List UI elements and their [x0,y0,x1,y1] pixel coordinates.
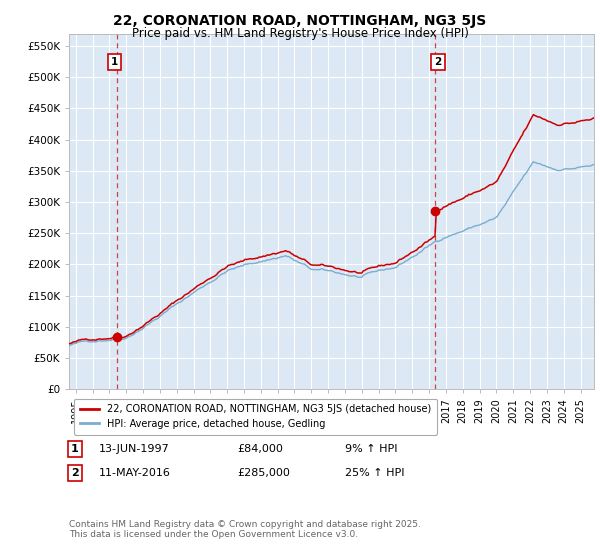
Text: Price paid vs. HM Land Registry's House Price Index (HPI): Price paid vs. HM Land Registry's House … [131,27,469,40]
Text: 25% ↑ HPI: 25% ↑ HPI [345,468,404,478]
Text: £285,000: £285,000 [237,468,290,478]
Text: 2: 2 [71,468,79,478]
Text: 2: 2 [434,57,442,67]
Text: 9% ↑ HPI: 9% ↑ HPI [345,444,398,454]
Text: 1: 1 [71,444,79,454]
Text: £84,000: £84,000 [237,444,283,454]
Text: 1: 1 [111,57,118,67]
Text: 13-JUN-1997: 13-JUN-1997 [99,444,170,454]
Text: 11-MAY-2016: 11-MAY-2016 [99,468,171,478]
Text: Contains HM Land Registry data © Crown copyright and database right 2025.
This d: Contains HM Land Registry data © Crown c… [69,520,421,539]
Text: 22, CORONATION ROAD, NOTTINGHAM, NG3 5JS: 22, CORONATION ROAD, NOTTINGHAM, NG3 5JS [113,14,487,28]
Legend: 22, CORONATION ROAD, NOTTINGHAM, NG3 5JS (detached house), HPI: Average price, d: 22, CORONATION ROAD, NOTTINGHAM, NG3 5JS… [74,399,437,435]
